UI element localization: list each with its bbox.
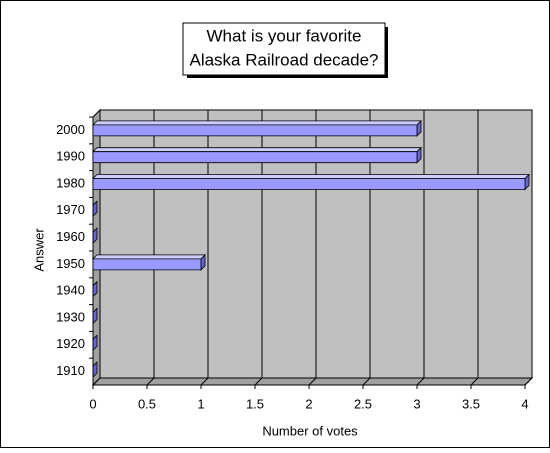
y-tick-label: 1960 [56, 229, 85, 244]
y-tick-label: 1920 [56, 336, 85, 351]
grid-line [416, 377, 425, 386]
grid-line [146, 377, 155, 386]
grid-line [524, 377, 533, 386]
bar [92, 173, 530, 191]
y-tick-label: 1980 [56, 175, 85, 190]
bar [92, 119, 422, 137]
x-tick-label: 4 [521, 396, 528, 411]
y-axis-label: Answer [31, 228, 46, 272]
grid-line [308, 377, 317, 386]
y-tick-label: 1940 [56, 283, 85, 298]
bar-front [92, 178, 526, 190]
title-shadow [187, 75, 388, 78]
x-tick-label: 2 [305, 396, 312, 411]
x-tick-label: 3 [413, 396, 420, 411]
y-tick-label: 1990 [56, 149, 85, 164]
y-tick-label: 1930 [56, 309, 85, 324]
x-tick-label: 0 [89, 396, 96, 411]
bar [92, 227, 98, 245]
bar-front [92, 258, 202, 271]
grid-line [470, 377, 479, 386]
bar [92, 253, 206, 271]
grid-line [362, 377, 371, 386]
bar [92, 334, 98, 352]
title-shadow [385, 27, 388, 78]
bar [92, 307, 98, 325]
y-tick-label: 1970 [56, 202, 85, 217]
bar-top [92, 120, 422, 126]
bar-top [92, 174, 530, 179]
title-box [182, 22, 386, 76]
grid-line [254, 377, 263, 386]
bar-top [92, 254, 206, 260]
x-tick-label: 3.5 [462, 396, 480, 411]
y-tick-label: 1910 [56, 363, 85, 378]
x-tick-label: 0.5 [138, 396, 156, 411]
grid-line [92, 377, 101, 386]
x-tick-label: 1.5 [246, 396, 264, 411]
bar [92, 146, 422, 164]
bar [92, 280, 98, 298]
bar [92, 361, 98, 379]
y-tick-label: 2000 [56, 122, 85, 137]
bar-front [92, 151, 418, 164]
x-tick-label: 2.5 [354, 396, 372, 411]
bar-front [92, 124, 418, 137]
y-tick-label: 1950 [56, 256, 85, 271]
x-axis-label: Number of votes [262, 423, 358, 438]
x-tick-label: 1 [197, 396, 204, 411]
bar [92, 200, 98, 218]
chart-title: Alaska Railroad decade? [189, 50, 378, 69]
chart-title: What is your favorite [207, 26, 362, 45]
grid-line [200, 377, 209, 386]
bar-top [92, 147, 422, 153]
